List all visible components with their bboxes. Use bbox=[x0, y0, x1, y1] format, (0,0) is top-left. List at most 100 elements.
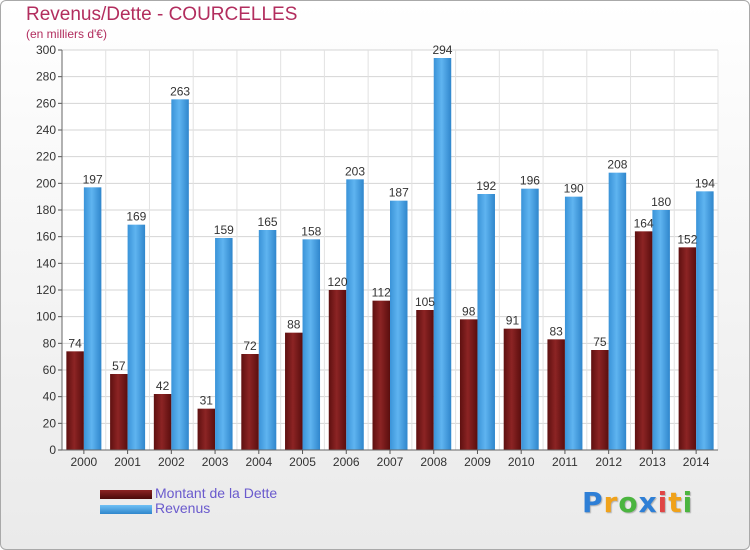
bar-debt bbox=[591, 350, 609, 450]
data-label-revenue: 194 bbox=[695, 176, 715, 190]
data-label-revenue: 203 bbox=[345, 164, 365, 178]
logo-letter: P bbox=[582, 486, 604, 519]
legend-label-debt: Montant de la Dette bbox=[155, 485, 278, 501]
x-tick-label: 2005 bbox=[289, 455, 316, 469]
x-tick-label: 2004 bbox=[245, 455, 272, 469]
bar-revenue bbox=[608, 172, 627, 450]
legend-swatch-debt bbox=[100, 490, 152, 499]
data-label-debt: 72 bbox=[243, 339, 257, 353]
data-label-debt: 83 bbox=[550, 324, 564, 338]
data-label-revenue: 197 bbox=[83, 172, 103, 186]
data-label-revenue: 169 bbox=[126, 210, 146, 224]
x-tick-label: 2006 bbox=[333, 455, 360, 469]
bar-debt bbox=[285, 332, 303, 450]
data-label-debt: 152 bbox=[677, 232, 697, 246]
legend-swatch-revenue bbox=[100, 505, 152, 514]
y-tick-label: 300 bbox=[36, 43, 56, 57]
x-tick-label: 2009 bbox=[464, 455, 491, 469]
data-label-revenue: 159 bbox=[214, 223, 234, 237]
bar-debt bbox=[328, 290, 347, 450]
logo-letter: r bbox=[603, 486, 619, 519]
data-label-debt: 120 bbox=[328, 275, 348, 289]
bar-debt bbox=[66, 351, 84, 450]
bar-debt bbox=[372, 300, 390, 450]
chart-title: Revenus/Dette - COURCELLES bbox=[26, 4, 298, 25]
logo-letter: t bbox=[668, 486, 683, 519]
bar-debt bbox=[416, 310, 434, 450]
bar-revenue bbox=[127, 224, 146, 450]
bar-revenue bbox=[477, 194, 495, 450]
data-label-debt: 75 bbox=[593, 335, 607, 349]
bar-revenue bbox=[433, 58, 452, 450]
data-label-revenue: 192 bbox=[476, 179, 496, 193]
data-label-revenue: 180 bbox=[651, 195, 671, 209]
data-label-debt: 74 bbox=[68, 336, 82, 350]
x-tick-label: 2010 bbox=[508, 455, 535, 469]
logo-letter: i bbox=[682, 486, 694, 519]
data-label-revenue: 263 bbox=[170, 84, 190, 98]
x-axis: 2000 2001 2002 2003 2004 2005 2006 2007 2008 2009… bbox=[62, 449, 718, 469]
logo-letter: o bbox=[618, 486, 639, 519]
data-label-debt: 91 bbox=[506, 314, 520, 328]
data-label-revenue: 190 bbox=[564, 182, 584, 196]
y-tick-label: 60 bbox=[43, 363, 57, 377]
y-tick-label: 20 bbox=[43, 416, 57, 430]
data-label-debt: 57 bbox=[112, 359, 126, 373]
y-tick-label: 220 bbox=[36, 150, 56, 164]
x-tick-label: 2011 bbox=[552, 455, 578, 469]
y-tick-label: 140 bbox=[36, 256, 56, 270]
data-label-revenue: 158 bbox=[301, 224, 321, 238]
y-tick-label: 240 bbox=[36, 123, 56, 137]
x-tick-label: 2014 bbox=[683, 455, 710, 469]
bar-revenue bbox=[652, 210, 670, 450]
legend-label-revenue: Revenus bbox=[155, 500, 211, 516]
logo-letter: i bbox=[657, 486, 669, 519]
data-label-debt: 31 bbox=[200, 394, 214, 408]
data-label-debt: 105 bbox=[415, 295, 435, 309]
bar-revenue bbox=[215, 238, 233, 450]
y-axis: 0 20 40 60 80 100 120 140 160 180 200 220 240 260 280 3… bbox=[36, 43, 63, 457]
y-tick-label: 100 bbox=[36, 310, 56, 324]
data-label-debt: 164 bbox=[634, 216, 654, 230]
bar-debt bbox=[110, 374, 128, 450]
bar-revenue bbox=[564, 196, 583, 450]
bar-debt bbox=[241, 354, 259, 450]
x-tick-label: 2000 bbox=[71, 455, 98, 469]
proxiti-logo: Proxiti bbox=[582, 486, 693, 519]
data-label-revenue: 208 bbox=[607, 158, 627, 172]
bar-revenue bbox=[258, 230, 277, 450]
bars bbox=[66, 58, 714, 451]
x-tick-label: 2003 bbox=[202, 455, 229, 469]
y-tick-label: 120 bbox=[36, 283, 56, 297]
x-tick-label: 2002 bbox=[158, 455, 185, 469]
y-tick-label: 200 bbox=[36, 176, 56, 190]
x-tick-label: 2012 bbox=[595, 455, 622, 469]
bar-revenue bbox=[390, 200, 408, 450]
x-tick-label: 2013 bbox=[639, 455, 666, 469]
data-label-debt: 88 bbox=[287, 318, 301, 332]
data-label-revenue: 294 bbox=[432, 43, 452, 57]
data-label-revenue: 187 bbox=[389, 186, 409, 200]
bar-debt bbox=[547, 339, 565, 450]
data-label-debt: 98 bbox=[462, 304, 476, 318]
bar-debt bbox=[503, 328, 522, 450]
bar-revenue bbox=[171, 99, 189, 450]
bar-revenue bbox=[83, 187, 102, 451]
chart-subtitle: (en milliers d'€) bbox=[26, 27, 107, 41]
y-tick-label: 0 bbox=[49, 443, 56, 457]
x-tick-label: 2008 bbox=[420, 455, 447, 469]
bar-debt bbox=[634, 231, 653, 450]
y-tick-label: 40 bbox=[43, 390, 57, 404]
x-tick-label: 2007 bbox=[377, 455, 404, 469]
data-label-revenue: 196 bbox=[520, 174, 540, 188]
bar-revenue bbox=[302, 239, 321, 450]
y-tick-label: 180 bbox=[36, 203, 56, 217]
y-tick-label: 160 bbox=[36, 230, 56, 244]
bar-debt bbox=[459, 319, 478, 450]
bar-debt bbox=[197, 408, 216, 450]
x-tick-label: 2001 bbox=[114, 455, 141, 469]
data-label-debt: 112 bbox=[372, 286, 391, 300]
data-labels: 74 197 57 169 42 263 31 159 72 165 88 158 120 203 112 1… bbox=[68, 43, 715, 408]
data-label-debt: 42 bbox=[156, 379, 170, 393]
